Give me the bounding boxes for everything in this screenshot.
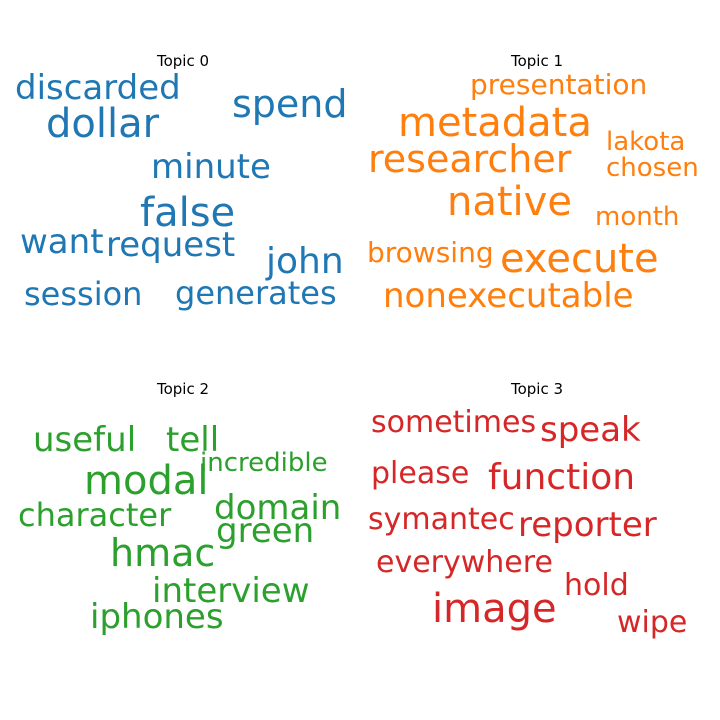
panel-title: Topic 2 bbox=[156, 380, 209, 398]
word-want: want bbox=[20, 222, 104, 262]
word-researcher: researcher bbox=[368, 137, 572, 181]
panel-topic-0: Topic 0 discarded spend dollarminutefalsew… bbox=[15, 52, 348, 313]
word-please: please bbox=[371, 456, 469, 491]
word-useful: useful bbox=[33, 420, 136, 460]
word-session: session bbox=[24, 275, 142, 313]
word-execute: execute bbox=[500, 236, 659, 282]
word-john: john bbox=[265, 241, 344, 282]
word-discarded: discarded bbox=[15, 68, 181, 108]
word-metadata: metadata bbox=[398, 100, 592, 146]
word-hmac: hmac bbox=[110, 531, 215, 575]
word-modal: modal bbox=[84, 458, 208, 504]
word-dollar: dollar bbox=[46, 101, 160, 147]
panel-topic-3: Topic 3 sometimes speak please function syma… bbox=[368, 380, 687, 640]
word-presentation: presentation bbox=[470, 68, 647, 101]
word-iphones: iphones bbox=[90, 597, 224, 637]
word-reporter: reporter bbox=[518, 505, 657, 545]
word-everywhere: everywhere bbox=[376, 545, 553, 580]
word-tell: tell bbox=[166, 420, 219, 460]
word-domain: domain bbox=[214, 488, 341, 528]
word-false: false bbox=[140, 190, 235, 236]
word-browsing: browsing bbox=[367, 236, 494, 269]
panel-words: sometimes speak please function symantec repo… bbox=[368, 405, 687, 640]
word-image: image bbox=[432, 586, 557, 632]
word-spend: spend bbox=[232, 82, 348, 126]
panel-title: Topic 3 bbox=[510, 380, 563, 398]
word-native: native bbox=[447, 179, 572, 225]
word-hold: hold bbox=[564, 568, 629, 603]
word-request: request bbox=[106, 225, 235, 265]
word-generates: generates bbox=[175, 274, 337, 312]
word-minute: minute bbox=[151, 147, 271, 187]
word-nonexecutable: nonexecutable bbox=[383, 276, 634, 316]
word-function: function bbox=[488, 457, 635, 498]
word-wipe: wipe bbox=[617, 605, 687, 640]
word-character: character bbox=[18, 496, 172, 534]
word-month: month bbox=[595, 202, 679, 232]
word-sometimes: sometimes bbox=[371, 405, 536, 440]
word-speak: speak bbox=[540, 410, 641, 450]
word-chosen: chosen bbox=[606, 153, 699, 183]
panel-title: Topic 0 bbox=[156, 52, 209, 70]
word-interview: interview bbox=[152, 571, 310, 611]
word-symantec: symantec bbox=[368, 502, 515, 537]
word-incredible: incredible bbox=[200, 448, 328, 478]
word-green: green bbox=[216, 511, 314, 551]
panel-title: Topic 1 bbox=[510, 52, 563, 70]
word-lakota: lakota bbox=[606, 127, 685, 157]
